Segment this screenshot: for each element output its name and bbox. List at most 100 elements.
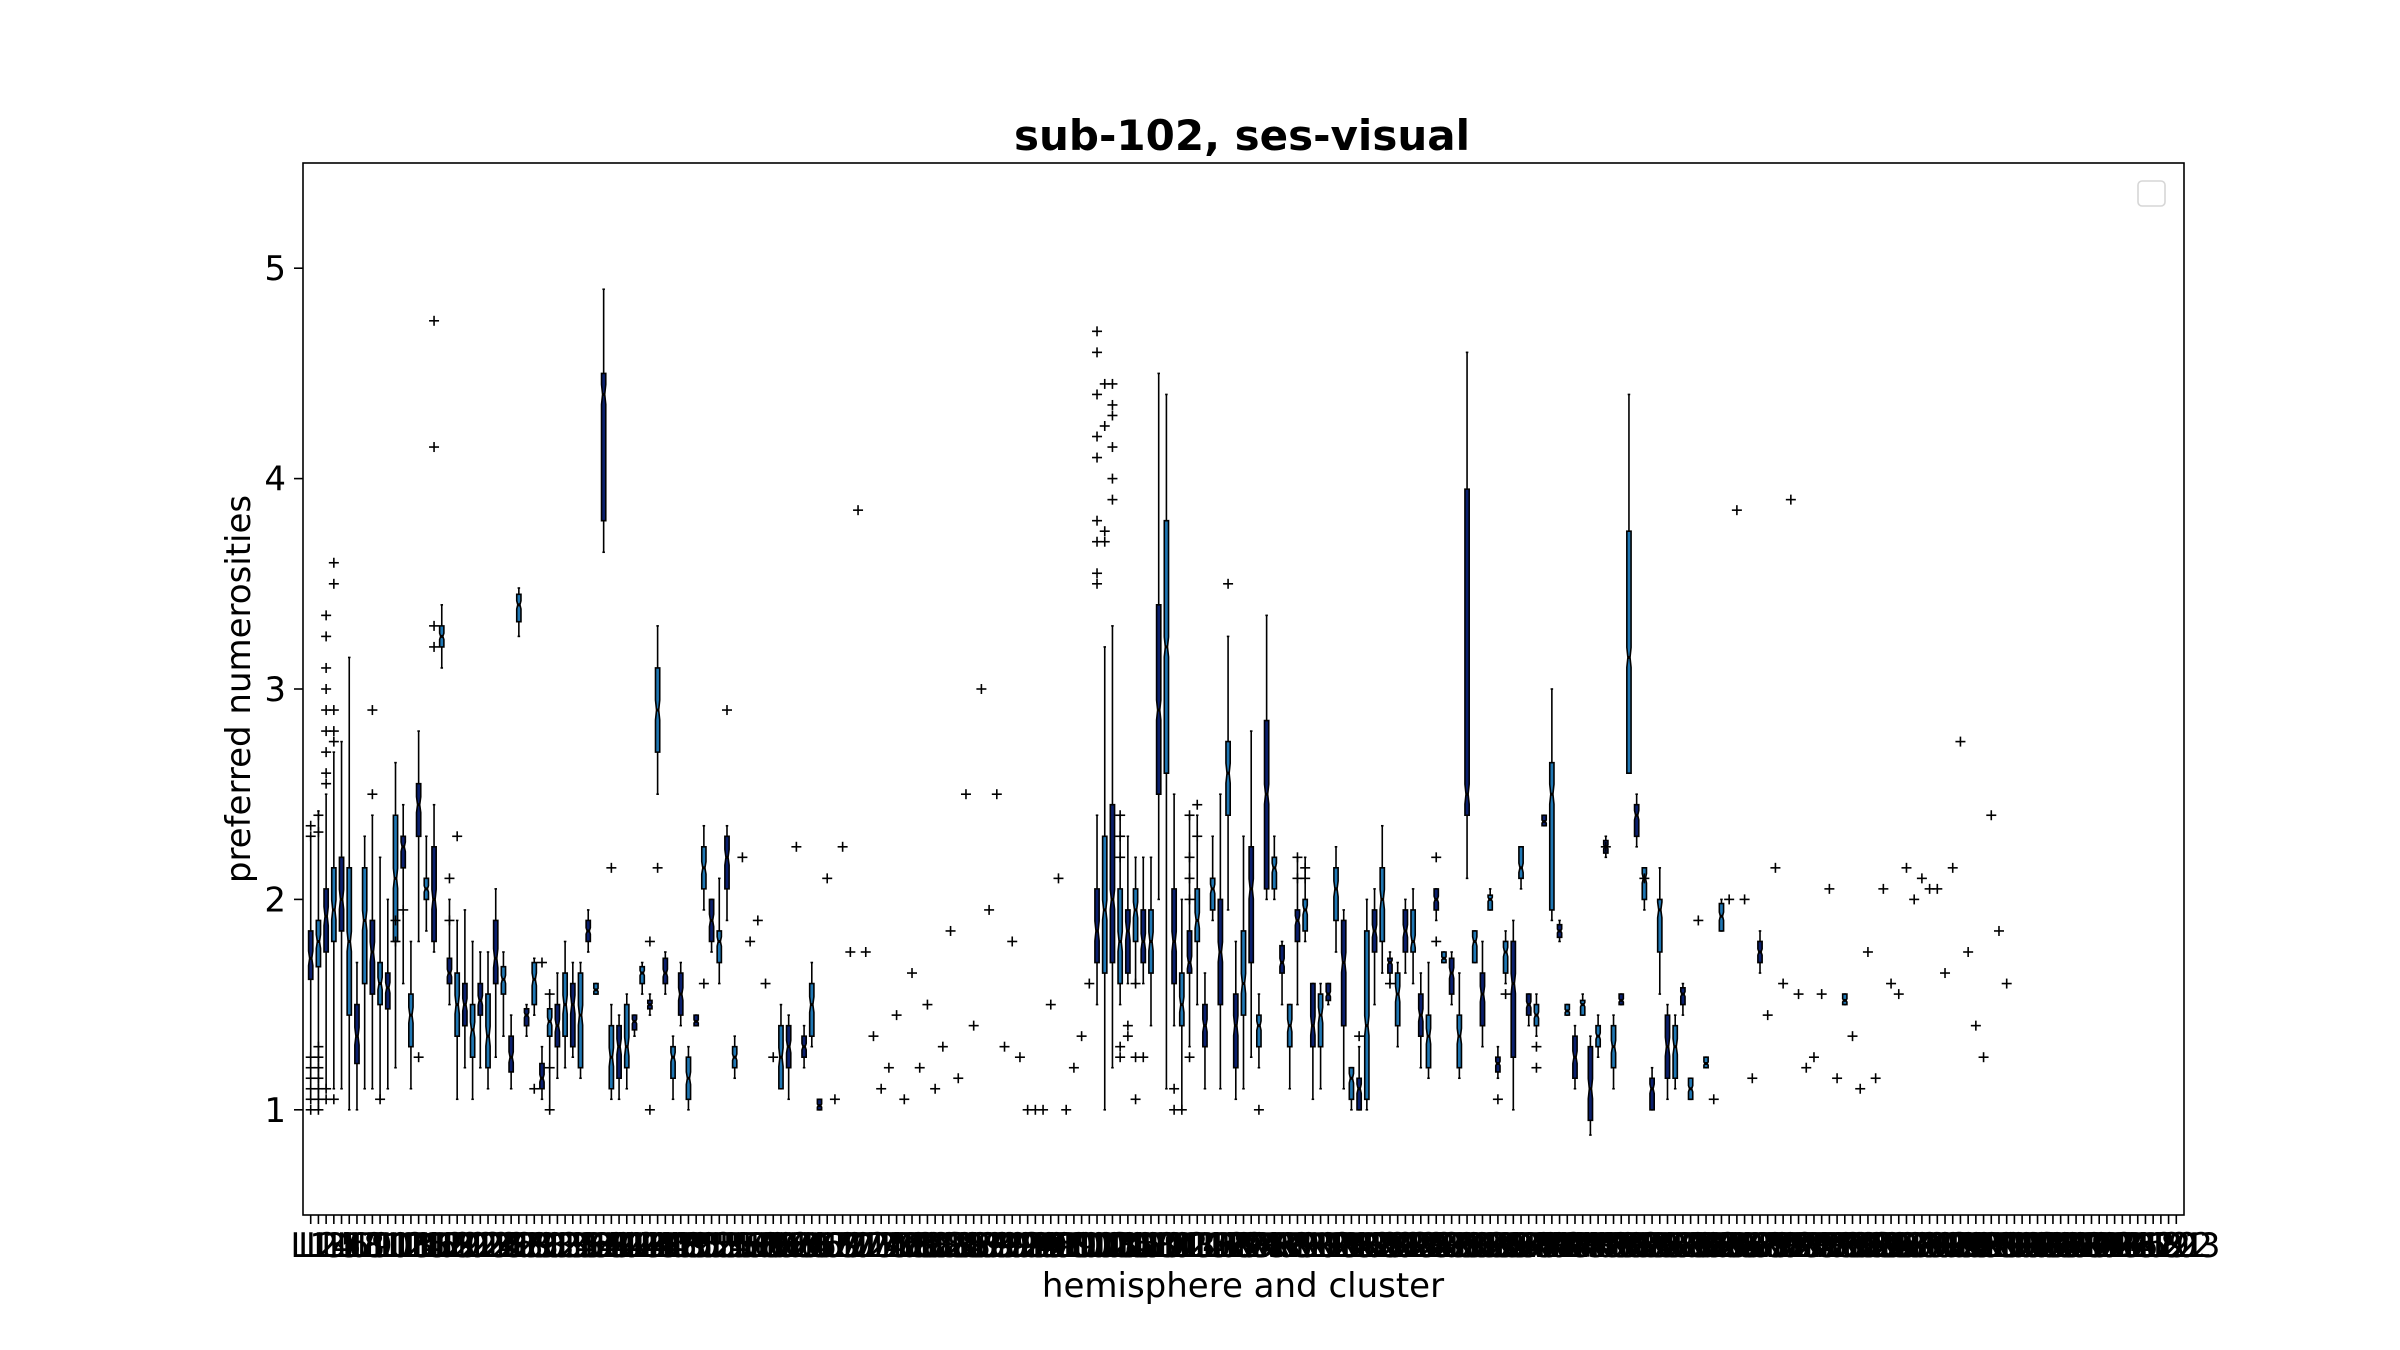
x-tick-label: L20	[426, 1226, 488, 1266]
x-tick-label: R112	[2047, 1226, 2136, 1266]
box-R43	[1556, 919, 1563, 943]
box-R64	[1718, 898, 1725, 932]
x-tick-label: L101	[1040, 1226, 1124, 1266]
box	[1240, 930, 1247, 1016]
box-R81	[1847, 1031, 1858, 1042]
box	[1248, 845, 1255, 964]
box-R101	[2001, 978, 2012, 989]
x-tick-label: L2	[298, 1226, 339, 1266]
box-R52	[1626, 393, 1632, 774]
box-R85	[1878, 883, 1889, 894]
box	[670, 1045, 676, 1080]
x-tick-label: L64	[765, 1226, 827, 1266]
box	[315, 919, 322, 968]
box	[724, 835, 730, 890]
x-tick-label: R93	[1912, 1226, 1979, 1266]
x-tick-label: L18	[411, 1226, 473, 1266]
x-tick-label: L57	[711, 1226, 773, 1266]
x-tick-label: L112	[1124, 1226, 1208, 1266]
x-tick-label: L4	[314, 1226, 355, 1266]
x-tick-label: L117	[1163, 1226, 1247, 1266]
x-tick-label: R118	[2093, 1226, 2182, 1266]
x-tick-label: R61	[1665, 1226, 1732, 1266]
x-tick-label: L120	[1186, 1226, 1270, 1266]
box-L22	[469, 940, 476, 1101]
box-R40	[1531, 993, 1542, 1073]
box	[1656, 898, 1663, 953]
x-tick-label: L36	[549, 1226, 611, 1266]
box-L117	[1202, 972, 1208, 1090]
x-tick-label: R111	[2040, 1226, 2129, 1266]
x-tick-label: R40	[1503, 1226, 1570, 1266]
box-L102	[1084, 978, 1095, 989]
box-R46	[1579, 993, 1586, 1016]
x-tick-label: L11	[357, 1226, 419, 1266]
box	[639, 965, 646, 985]
x-tick-label: L59	[727, 1226, 789, 1266]
box-R68	[1747, 1073, 1758, 1084]
x-tick-label: R114	[2063, 1226, 2152, 1266]
box-L108	[1130, 856, 1141, 1105]
x-tick-label: R17	[1326, 1226, 1393, 1266]
x-tick-label: L17	[403, 1226, 465, 1266]
x-tick-label: R31	[1434, 1226, 1501, 1266]
box	[338, 856, 345, 932]
box-R62	[1703, 1056, 1709, 1069]
x-tick-label: L42	[596, 1226, 658, 1266]
x-tick-label: R46	[1549, 1226, 1616, 1266]
box-L52	[698, 824, 709, 989]
box-R48	[1595, 1014, 1602, 1058]
box-L43	[631, 1014, 638, 1037]
box	[1271, 856, 1278, 890]
box-R77	[1816, 989, 1827, 1000]
x-tick-label: L79	[881, 1226, 943, 1266]
x-tick-label: L74	[842, 1226, 904, 1266]
x-tick-label: L52	[673, 1226, 735, 1266]
box-L49	[677, 961, 684, 1027]
box-L3	[321, 610, 332, 1105]
x-tick-label: R3	[1229, 1226, 1274, 1266]
x-tick-label: R2	[1221, 1226, 1266, 1266]
box	[1109, 803, 1116, 964]
x-tick-label: R38	[1488, 1226, 1555, 1266]
box	[1464, 488, 1470, 817]
x-tick-label: R102	[1970, 1226, 2059, 1266]
box-R41	[1541, 814, 1548, 827]
x-tick-label: L49	[650, 1226, 712, 1266]
box-R66	[1731, 505, 1742, 516]
x-tick-label: L25	[465, 1226, 527, 1266]
x-tick-label: L70	[812, 1226, 874, 1266]
box	[1649, 1077, 1655, 1111]
box	[1124, 909, 1131, 974]
x-tick-label: L27	[480, 1226, 542, 1266]
box-L19	[444, 873, 455, 1006]
y-tick-label: 3	[264, 670, 286, 710]
box-L103	[1092, 326, 1103, 1006]
box-R100	[1993, 925, 2004, 936]
x-tick-label: R96	[1935, 1226, 2002, 1266]
box-L5	[338, 740, 345, 1090]
box	[415, 782, 422, 838]
x-tick-label: R120	[2109, 1226, 2198, 1266]
x-tick-label: L32	[519, 1226, 581, 1266]
x-tick-label: L34	[534, 1226, 596, 1266]
x-tick-label: L91	[973, 1226, 1035, 1266]
box	[623, 1003, 630, 1069]
box-R10	[1300, 856, 1311, 943]
box-L48	[670, 1035, 676, 1101]
box-L116	[1192, 799, 1203, 1006]
box-L20	[452, 831, 463, 1101]
box-L61	[768, 1052, 779, 1063]
box-R15	[1340, 909, 1347, 1090]
x-tick-label: L90	[966, 1226, 1028, 1266]
x-tick-label: L45	[619, 1226, 681, 1266]
box-R59	[1679, 982, 1686, 1016]
box-R5	[1263, 614, 1270, 901]
box-L24	[485, 951, 491, 1090]
box-L55	[721, 705, 732, 922]
x-tick-label: R19	[1341, 1226, 1408, 1266]
box-R23	[1402, 898, 1409, 974]
box-R67	[1739, 894, 1750, 905]
box-R63	[1708, 1094, 1719, 1105]
box-R73	[1785, 494, 1796, 505]
